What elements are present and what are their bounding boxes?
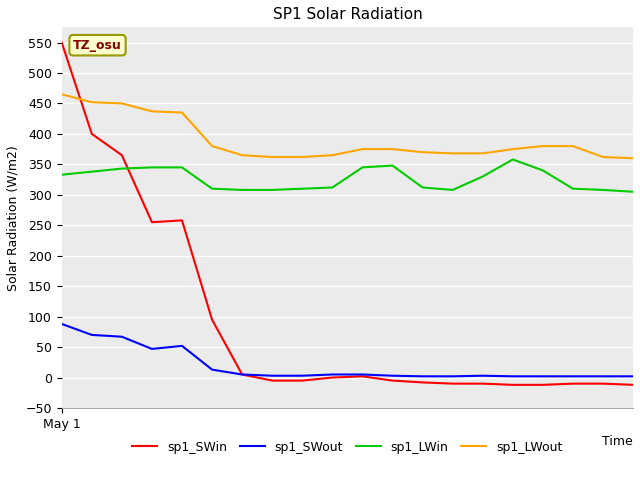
Text: Time: Time bbox=[602, 435, 633, 448]
Y-axis label: Solar Radiation (W/m2): Solar Radiation (W/m2) bbox=[7, 145, 20, 290]
Title: SP1 Solar Radiation: SP1 Solar Radiation bbox=[273, 7, 422, 22]
Text: TZ_osu: TZ_osu bbox=[73, 39, 122, 52]
Legend: sp1_SWin, sp1_SWout, sp1_LWin, sp1_LWout: sp1_SWin, sp1_SWout, sp1_LWin, sp1_LWout bbox=[127, 436, 568, 459]
